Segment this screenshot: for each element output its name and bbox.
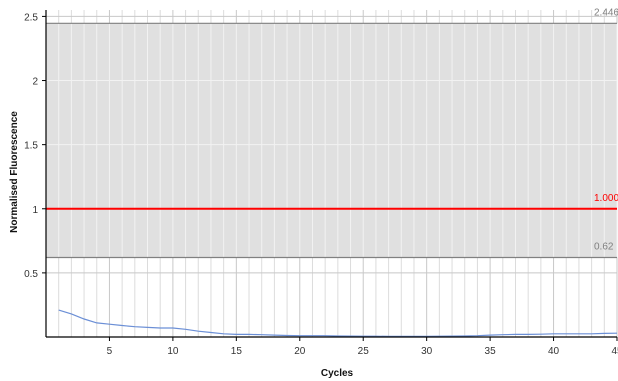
x-tick-label: 20 xyxy=(294,346,306,357)
shaded-band xyxy=(46,23,617,258)
series-line xyxy=(58,309,618,337)
tick-labels: 0.5 1 1.5 2 2.5 5 10 15 20 25 30 35 40 45 xyxy=(24,12,618,357)
y-tick-label: 2.5 xyxy=(24,12,38,23)
x-tick-label: 35 xyxy=(485,346,497,357)
x-tick-label: 30 xyxy=(421,346,433,357)
y-tick-label: 0.5 xyxy=(24,269,38,280)
axes xyxy=(42,10,618,341)
x-tick-label: 5 xyxy=(107,346,113,357)
x-tick-label: 10 xyxy=(167,346,179,357)
y-tick-label: 2 xyxy=(32,77,38,88)
x-axis-title: Cycles xyxy=(321,368,354,379)
reference-line-label: 0.62 xyxy=(594,241,614,252)
x-tick-label: 45 xyxy=(611,346,618,357)
x-tick-label: 15 xyxy=(231,346,243,357)
x-tick-label: 40 xyxy=(548,346,560,357)
series-layer xyxy=(58,309,618,337)
y-tick-label: 1.5 xyxy=(24,141,38,152)
reference-line-label: 1.000 xyxy=(594,193,618,204)
reference-line-label: 2.446 xyxy=(594,7,618,18)
x-tick-label: 25 xyxy=(358,346,370,357)
y-axis-title: Normalised Fluorescence xyxy=(9,111,20,233)
shaded-band-layer xyxy=(46,23,618,258)
reference-lines: 2.446 1.000 0.62 xyxy=(46,7,618,259)
y-tick-label: 1 xyxy=(32,205,38,216)
